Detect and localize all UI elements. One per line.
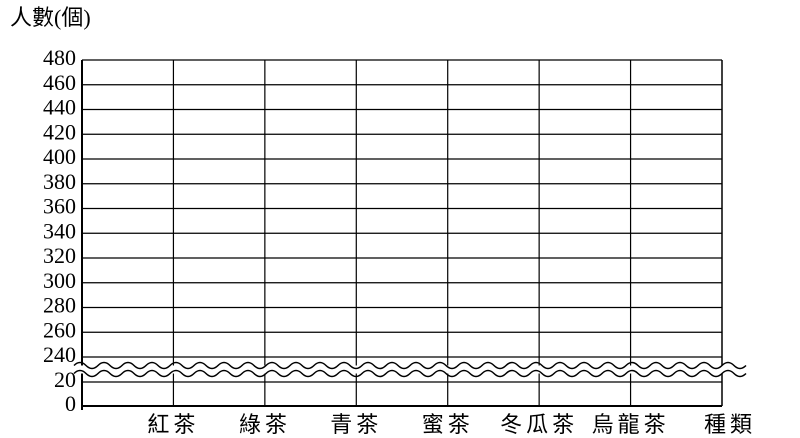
y-tick-label: 440 (43, 95, 76, 120)
y-tick-label: 320 (43, 243, 76, 268)
y-tick-label: 280 (43, 293, 76, 318)
x-tick-label: 綠茶 (239, 412, 291, 437)
y-tick-label: 240 (43, 342, 76, 367)
x-tick-label: 烏龍茶 (592, 412, 670, 437)
x-tick-label: 紅茶 (147, 412, 199, 437)
break-wave (73, 369, 747, 378)
y-tick-label: 460 (43, 70, 76, 95)
break-wave (73, 361, 747, 370)
break-gap (74, 365, 726, 374)
y-axis-label: 人數(個) (10, 5, 91, 30)
y-tick-label: 260 (43, 317, 76, 342)
x-tick-label: 青茶 (330, 412, 382, 437)
y-tick-label: 400 (43, 144, 76, 169)
y-tick-label: 340 (43, 218, 76, 243)
y-tick-label: 420 (43, 119, 76, 144)
y-tick-label: 0 (65, 391, 76, 416)
y-tick-label: 480 (43, 45, 76, 70)
y-tick-label: 20 (54, 367, 76, 392)
x-axis-label: 種類 (704, 412, 756, 437)
x-tick-label: 蜜茶 (422, 412, 474, 437)
y-tick-label: 360 (43, 194, 76, 219)
x-tick-label: 冬瓜茶 (500, 412, 578, 437)
y-tick-label: 380 (43, 169, 76, 194)
y-tick-label: 300 (43, 268, 76, 293)
